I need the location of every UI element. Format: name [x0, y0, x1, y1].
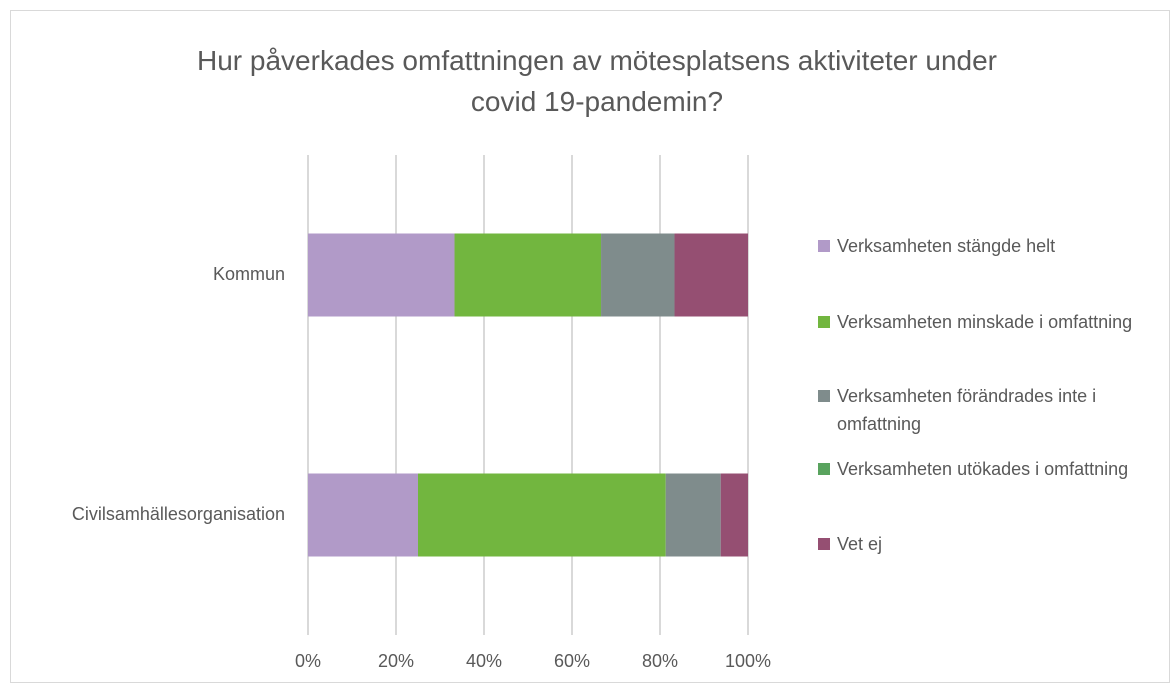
bar-segment — [665, 473, 721, 557]
x-tick-label: 0% — [295, 651, 321, 671]
legend-label: Verksamheten utökades i omfattning — [837, 459, 1129, 479]
bar-segment — [720, 473, 748, 557]
bar-segment — [308, 473, 418, 557]
bar-segment — [308, 233, 455, 317]
y-tick-label: Civilsamhällesorganisation — [72, 504, 285, 524]
legend-item: Verksamheten stängde helt — [818, 232, 1148, 260]
chart-border — [10, 10, 1170, 683]
legend-label: Verksamheten minskade i omfattning — [837, 312, 1133, 332]
bar-segment — [601, 233, 675, 317]
legend-swatch — [818, 390, 830, 402]
chart-title: Hur påverkades omfattningen av mötesplat… — [197, 45, 997, 117]
bar-segment — [674, 233, 748, 317]
legend-swatch — [818, 538, 830, 550]
x-tick-label: 60% — [554, 651, 590, 671]
y-tick-label: Kommun — [213, 264, 285, 284]
legend-item: Vet ej — [818, 530, 1148, 558]
legend-swatch — [818, 240, 830, 252]
x-tick-label: 100% — [725, 651, 771, 671]
x-tick-label: 40% — [466, 651, 502, 671]
legend-item: Verksamheten förändrades inte i omfattni… — [818, 382, 1148, 438]
legend-label: Verksamheten förändrades inte i omfattni… — [837, 386, 1097, 434]
x-tick-label: 20% — [378, 651, 414, 671]
legend-swatch — [818, 463, 830, 475]
bar-segment — [454, 233, 602, 317]
legend-label: Vet ej — [837, 534, 883, 554]
legend-label: Verksamheten stängde helt — [837, 236, 1056, 256]
legend-swatch — [818, 316, 830, 328]
bar-segment — [418, 473, 666, 557]
x-tick-label: 80% — [642, 651, 678, 671]
legend-item: Verksamheten utökades i omfattning — [818, 455, 1148, 483]
legend-item: Verksamheten minskade i omfattning — [818, 308, 1148, 336]
